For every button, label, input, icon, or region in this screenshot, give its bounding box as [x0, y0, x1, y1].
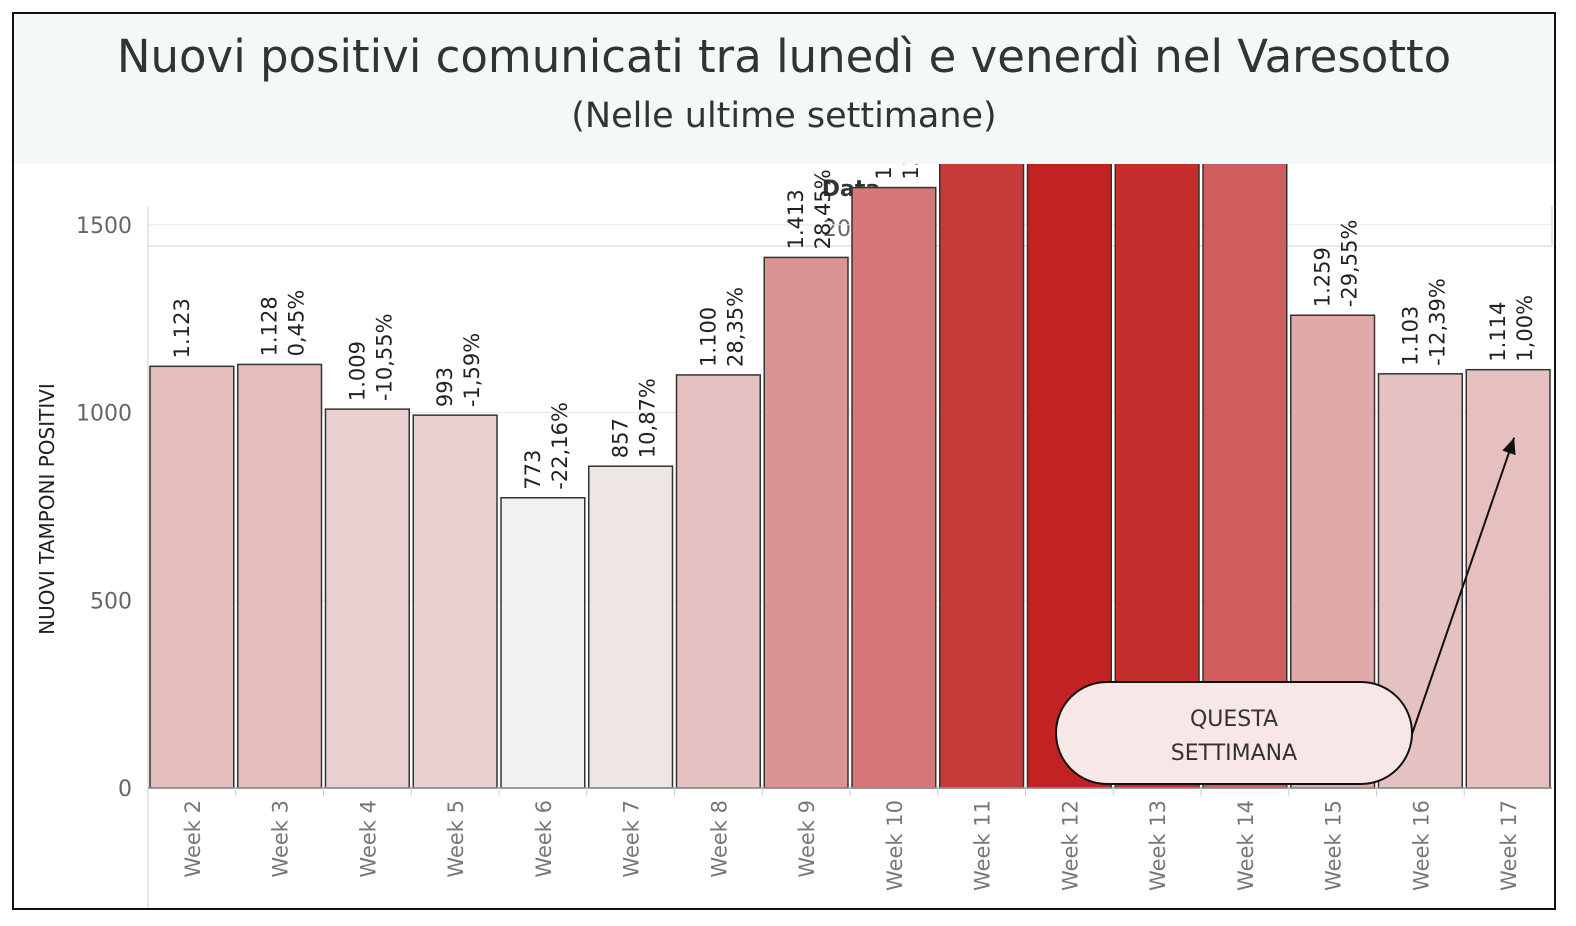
y-tick-label: 500 — [90, 589, 132, 614]
y-axis-ticks: 05001000150020002500 — [76, 214, 132, 802]
y-axis-title: NUOVI TAMPONI POSITIVI — [35, 383, 59, 635]
pct-label: -29,55% — [1338, 220, 1362, 308]
pct-label: 10,87% — [636, 378, 660, 458]
bar-chart: Data 2021 NUOVI TAMPONI POSITIVI 0500100… — [35, 164, 1553, 908]
bar — [588, 465, 674, 789]
value-label: 993 — [433, 367, 457, 407]
x-axis-ticks: Week 2 Week 3 Week 4 Week 5 Week 6 Week 7 Week… — [147, 788, 1521, 891]
bar — [149, 365, 235, 789]
x-tick-label: Week 7 — [620, 800, 644, 878]
chart-subtitle: (Nelle ultime settimane) — [571, 96, 997, 136]
value-label: 1.114 — [1486, 302, 1510, 362]
x-tick-label: Week 6 — [532, 800, 556, 878]
x-tick-label: Week 11 — [971, 800, 995, 891]
y-tick-label: 1000 — [76, 402, 132, 427]
bar — [939, 164, 1025, 789]
value-label: 1.100 — [696, 307, 720, 367]
x-tick-label: Week 13 — [1146, 800, 1170, 891]
y-tick-label: 1500 — [76, 214, 132, 239]
chart-header: Nuovi positivi comunicati tra lunedì e v… — [14, 14, 1554, 164]
bar — [675, 374, 761, 789]
x-tick-label: Week 16 — [1409, 800, 1433, 891]
value-label: 1.413 — [784, 189, 808, 249]
bar-labels: 1.123 1.128 0,45%1.009 -10,55% 993 -1,59%773-… — [170, 164, 1537, 490]
bar — [412, 414, 498, 789]
x-tick-label: Week 9 — [795, 800, 819, 878]
value-label: 773 — [521, 450, 545, 490]
annotation-arrow — [1411, 437, 1516, 735]
x-tick-label: Week 10 — [883, 800, 907, 891]
annotation-line-1: QUESTA — [1190, 707, 1278, 732]
annotation: QUESTA SETTIMANA — [1055, 437, 1516, 785]
bar — [763, 256, 849, 789]
x-tick-label: Week 12 — [1058, 800, 1082, 891]
value-label: 1.599 — [872, 164, 896, 180]
pct-label: 13,16% — [899, 164, 923, 180]
bars — [149, 164, 1551, 789]
annotation-box — [1055, 681, 1413, 785]
bar — [500, 496, 586, 789]
value-label: 1.123 — [170, 298, 194, 358]
x-tick-label: Week 14 — [1234, 800, 1258, 891]
pct-label: 1,00% — [1513, 295, 1537, 362]
pct-label: -10,55% — [372, 313, 396, 401]
bar — [1465, 368, 1551, 789]
x-tick-label: Week 5 — [444, 800, 468, 878]
pct-label: 0,45% — [285, 290, 309, 357]
x-tick-label: Week 4 — [356, 800, 380, 878]
value-label: 857 — [609, 418, 633, 458]
x-tick-label: Week 2 — [181, 800, 205, 878]
bar — [237, 363, 323, 789]
pct-label: 28,35% — [723, 287, 747, 367]
value-label: 1.259 — [1311, 247, 1335, 307]
pct-label: -1,59% — [460, 333, 484, 407]
pct-label: -12,39% — [1425, 278, 1449, 366]
value-label: 1.103 — [1398, 306, 1422, 366]
chart-title: Nuovi positivi comunicati tra lunedì e v… — [116, 30, 1452, 83]
annotation-arrowhead — [1502, 437, 1516, 456]
y-tick-label: 0 — [118, 777, 132, 802]
pct-label: 28,45% — [811, 169, 835, 249]
value-label: 1.009 — [345, 341, 369, 401]
bar — [324, 408, 410, 789]
x-tick-label: Week 15 — [1322, 800, 1346, 891]
pct-label: -22,16% — [548, 402, 572, 490]
x-tick-label: Week 8 — [707, 800, 731, 878]
chart-frame: Nuovi positivi comunicati tra lunedì e v… — [12, 12, 1556, 910]
bar — [851, 186, 937, 789]
x-tick-label: Week 3 — [269, 800, 293, 878]
annotation-line-2: SETTIMANA — [1171, 741, 1297, 766]
value-label: 1.128 — [258, 296, 282, 356]
x-tick-label: Week 17 — [1497, 800, 1521, 891]
